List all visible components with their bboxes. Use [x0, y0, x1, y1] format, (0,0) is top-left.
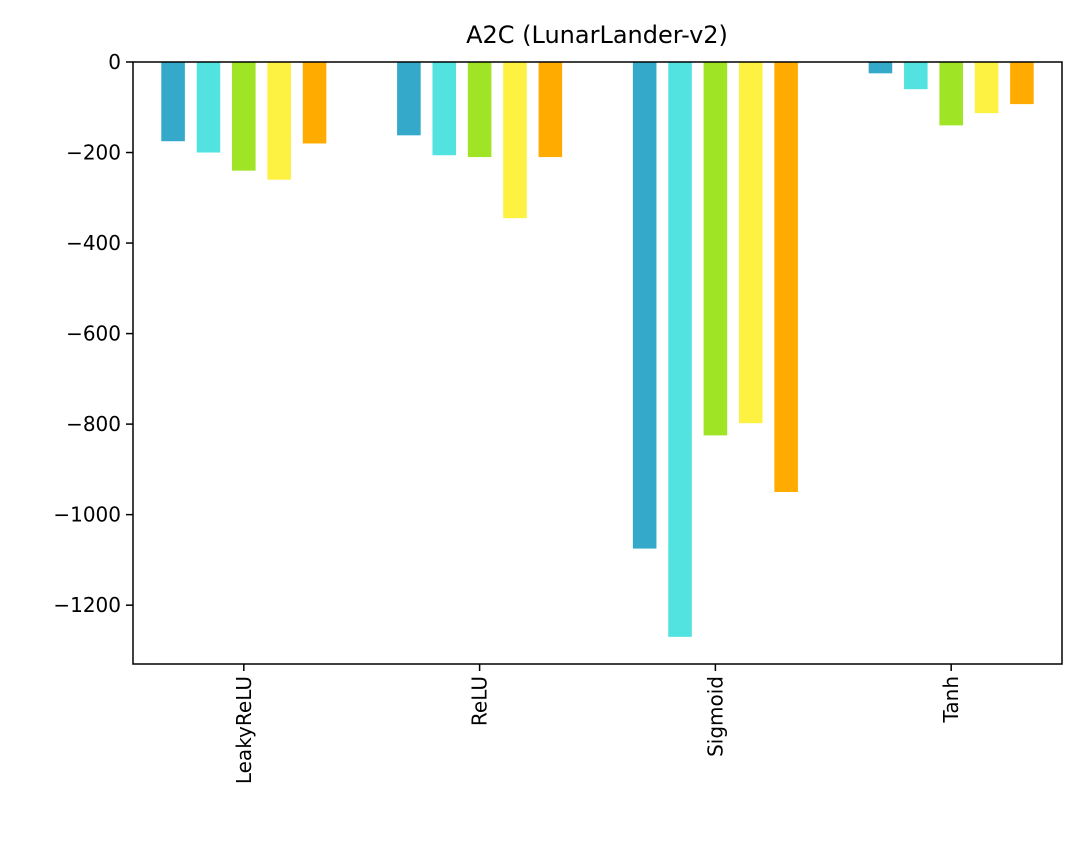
- bar-relu-series-1: [397, 62, 421, 136]
- bar-relu-series-4: [503, 62, 527, 219]
- bar-leakyrelu-series-5: [302, 62, 327, 144]
- bar-leakyrelu-series-2: [196, 62, 221, 153]
- y-tick-label: −200: [66, 141, 121, 165]
- bar-leakyrelu-series-1: [161, 62, 185, 142]
- bar-relu-series-2: [432, 62, 457, 156]
- y-tick-label: −600: [66, 322, 121, 346]
- x-tick-label-tanh: Tanh: [939, 676, 963, 724]
- bar-relu-series-5: [538, 62, 563, 158]
- y-tick-label: −1000: [53, 503, 121, 527]
- x-tick-label-relu: ReLU: [468, 676, 492, 726]
- y-tick-label: 0: [108, 50, 121, 74]
- y-tick-label: −800: [66, 412, 121, 436]
- y-tick-label: −1200: [53, 593, 121, 617]
- bar-sigmoid-series-5: [774, 62, 798, 492]
- bar-sigmoid-series-3: [703, 62, 728, 436]
- bar-tanh-series-3: [939, 62, 963, 126]
- y-axis: 0 −200 −400 −600 −800 −1000 −1200: [53, 50, 133, 617]
- bar-sigmoid-series-2: [668, 62, 692, 637]
- chart-title: A2C (LunarLander-v2): [466, 21, 728, 49]
- bar-tanh-series-2: [904, 62, 928, 90]
- bar-leakyrelu-series-3: [232, 62, 256, 171]
- bar-sigmoid-series-4: [738, 62, 763, 424]
- bar-tanh-series-1: [868, 62, 893, 74]
- x-tick-label-sigmoid: Sigmoid: [703, 676, 727, 757]
- x-tick-label-leakyrelu: LeakyReLU: [232, 676, 256, 784]
- bar-tanh-series-5: [1010, 62, 1034, 105]
- bars-layer: [161, 62, 1034, 637]
- x-axis: LeakyReLU ReLU Sigmoid Tanh: [232, 664, 963, 784]
- bar-leakyrelu-series-4: [267, 62, 291, 180]
- plot-frame: [132, 61, 1063, 665]
- y-tick-label: −400: [66, 231, 121, 255]
- bar-sigmoid-series-1: [632, 62, 657, 549]
- bar-relu-series-3: [467, 62, 492, 158]
- bar-tanh-series-4: [974, 62, 999, 114]
